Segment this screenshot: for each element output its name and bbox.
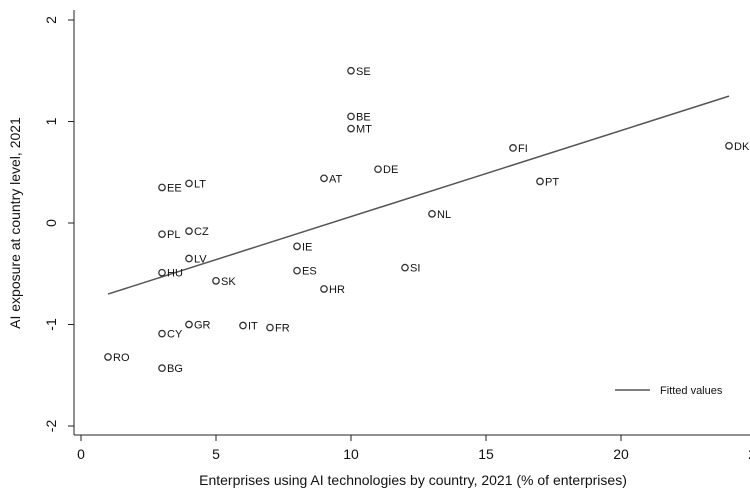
point-pt <box>536 177 544 186</box>
point-it <box>239 321 247 330</box>
point-ro <box>104 353 112 361</box>
point-dk <box>725 142 733 150</box>
point-se <box>347 66 355 75</box>
point-label-cy: CY <box>167 329 183 341</box>
point-cy <box>158 329 166 338</box>
x-axis-title: Enterprises using AI technologies by cou… <box>199 472 627 488</box>
y-tick-label: 2 <box>43 16 59 24</box>
point-bg <box>158 364 166 372</box>
point-nl <box>428 210 436 218</box>
y-axis-title: AI exposure at country level, 2021 <box>7 117 23 329</box>
point-label-nl: NL <box>437 209 451 221</box>
point-cz <box>185 227 193 235</box>
point-label-dk: DK <box>734 141 750 153</box>
x-tick-label: 15 <box>478 446 494 462</box>
point-label-hr: HR <box>329 284 345 296</box>
y-tick-label: -1 <box>43 318 59 331</box>
point-sk <box>212 277 220 285</box>
point-label-bg: BG <box>167 363 183 375</box>
point-gr <box>185 320 193 329</box>
point-label-mt: MT <box>356 124 372 136</box>
point-label-hu: HU <box>167 268 183 280</box>
point-label-lv: LV <box>194 254 207 266</box>
x-tick-label: 25 <box>748 446 750 462</box>
point-label-fi: FI <box>518 143 528 155</box>
point-label-it: IT <box>248 321 258 333</box>
point-label-de: DE <box>383 164 398 176</box>
point-label-pl: PL <box>167 229 180 241</box>
point-label-lt: LT <box>194 178 206 190</box>
point-label-se: SE <box>356 66 371 78</box>
point-label-ie: IE <box>302 241 312 253</box>
point-label-es: ES <box>302 266 317 278</box>
point-label-ro: RO <box>113 352 130 364</box>
point-pl <box>158 230 166 239</box>
point-ie <box>293 242 301 251</box>
y-ticks: -2 -1 0 1 2 <box>43 16 74 432</box>
point-si <box>401 263 409 272</box>
x-ticks: 0 5 10 15 20 25 <box>77 435 750 462</box>
point-de <box>374 165 382 174</box>
fitted-values-line <box>107 95 730 295</box>
y-tick-label: -2 <box>43 420 59 433</box>
y-tick-label: 1 <box>43 117 59 125</box>
y-tick-label: 0 <box>43 219 59 227</box>
legend: Fitted values <box>605 376 748 404</box>
x-tick-label: 20 <box>613 446 629 462</box>
point-label-si: SI <box>410 263 420 275</box>
point-label-sk: SK <box>221 276 236 288</box>
point-fr <box>266 323 274 332</box>
point-be <box>347 112 355 121</box>
point-label-cz: CZ <box>194 226 209 238</box>
point-ee <box>158 183 166 192</box>
x-tick-label: 10 <box>343 446 359 462</box>
point-es <box>293 266 301 275</box>
point-label-be: BE <box>356 111 371 123</box>
point-hr <box>320 285 328 293</box>
point-hu <box>158 268 166 277</box>
fitted-line <box>107 95 730 295</box>
point-mt <box>347 124 355 133</box>
point-label-at: AT <box>329 173 343 185</box>
point-label-gr: GR <box>194 320 211 332</box>
point-lt <box>185 179 193 188</box>
point-fi <box>509 144 517 152</box>
legend-label: Fitted values <box>660 385 723 397</box>
point-label-fr: FR <box>275 323 290 335</box>
point-label-ee: EE <box>167 182 182 194</box>
point-lv <box>185 254 193 263</box>
point-at <box>320 174 328 183</box>
point-label-pt: PT <box>545 176 559 188</box>
x-tick-label: 0 <box>77 446 85 462</box>
x-tick-label: 5 <box>212 446 220 462</box>
